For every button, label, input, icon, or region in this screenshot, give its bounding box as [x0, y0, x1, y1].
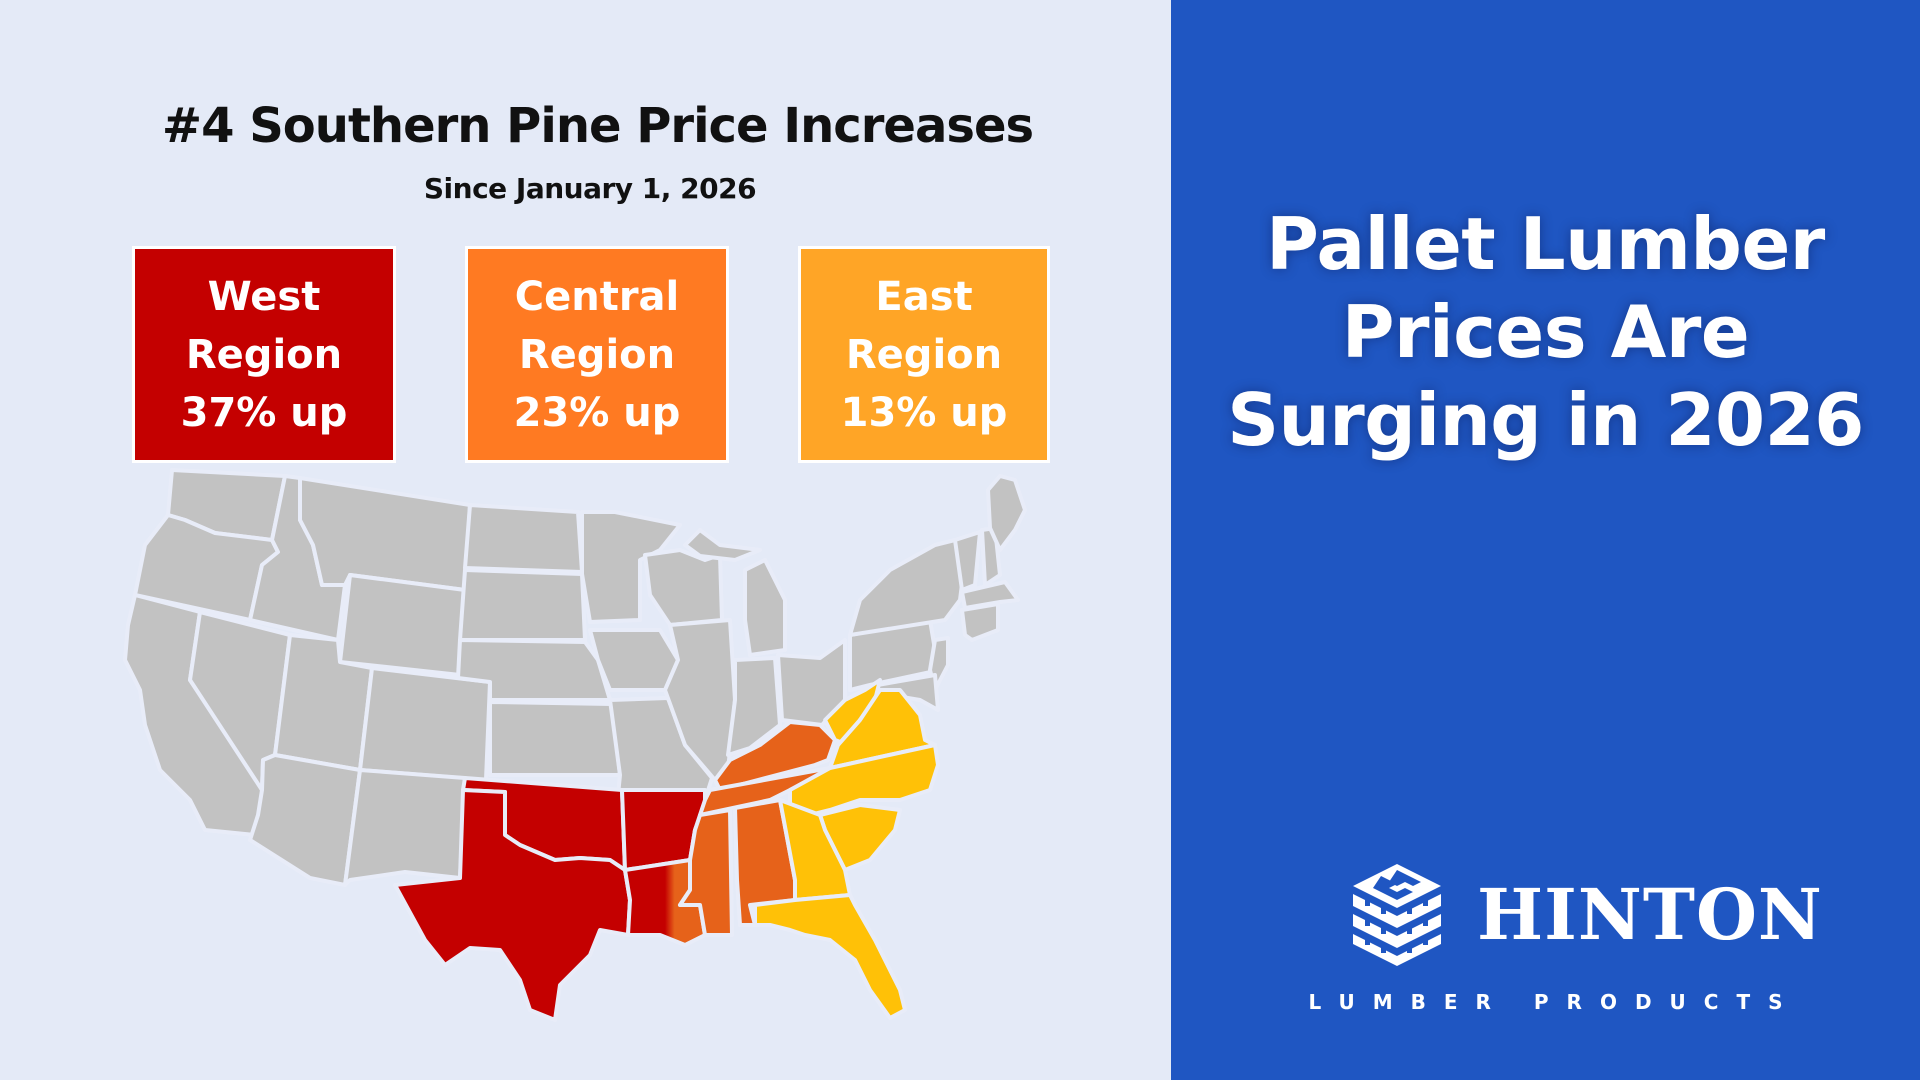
central-region-card: Central Region 23% up — [465, 246, 729, 463]
region-change: 13% up — [840, 389, 1008, 436]
region-name: East — [875, 273, 973, 320]
brand-name: HINTON — [1477, 872, 1823, 956]
stacked-pallet-cube-icon — [1353, 864, 1441, 966]
region-change: 37% up — [180, 389, 348, 436]
page-subtitle: Since January 1, 2026 — [423, 172, 757, 205]
headline-panel: Pallet Lumber Prices Are Surging in 2026 — [1171, 0, 1920, 1080]
east-region-states — [753, 678, 940, 1020]
gray-states — [123, 468, 1027, 887]
central-region-states — [678, 720, 840, 937]
headline-line-1: Pallet Lumber — [1266, 202, 1825, 286]
region-label: Region — [845, 331, 1003, 378]
east-region-card: East Region 13% up — [798, 246, 1050, 463]
brand-logo: HINTON — [1351, 862, 1823, 966]
headline-line-2: Prices Are — [1341, 290, 1750, 374]
region-label: Region — [518, 331, 676, 378]
region-label: Region — [185, 331, 343, 378]
headline: Pallet Lumber Prices Are Surging in 2026 — [1171, 200, 1920, 464]
us-map — [123, 468, 1027, 1022]
region-change: 23% up — [513, 389, 681, 436]
region-name: Central — [514, 273, 680, 320]
west-region-card: West Region 37% up — [132, 246, 396, 463]
infographic-panel: #4 Southern Pine Price Increases Since J… — [0, 0, 1171, 1080]
headline-line-3: Surging in 2026 — [1227, 378, 1864, 462]
region-name: West — [207, 273, 321, 320]
page-title: #4 Southern Pine Price Increases — [161, 98, 1034, 154]
brand-tagline: LUMBER PRODUCTS — [1308, 990, 1801, 1014]
